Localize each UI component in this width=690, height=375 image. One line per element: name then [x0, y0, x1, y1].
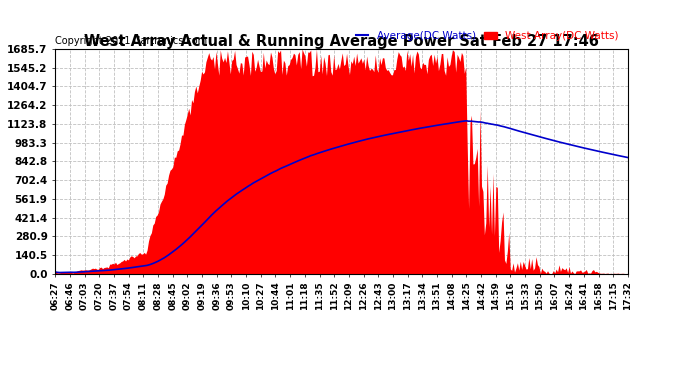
Legend: Average(DC Watts), West Array(DC Watts): Average(DC Watts), West Array(DC Watts): [352, 27, 622, 45]
Text: Copyright 2021 Cartronics.com: Copyright 2021 Cartronics.com: [55, 36, 207, 46]
Title: West Array Actual & Running Average Power Sat Feb 27 17:46: West Array Actual & Running Average Powe…: [84, 34, 599, 49]
